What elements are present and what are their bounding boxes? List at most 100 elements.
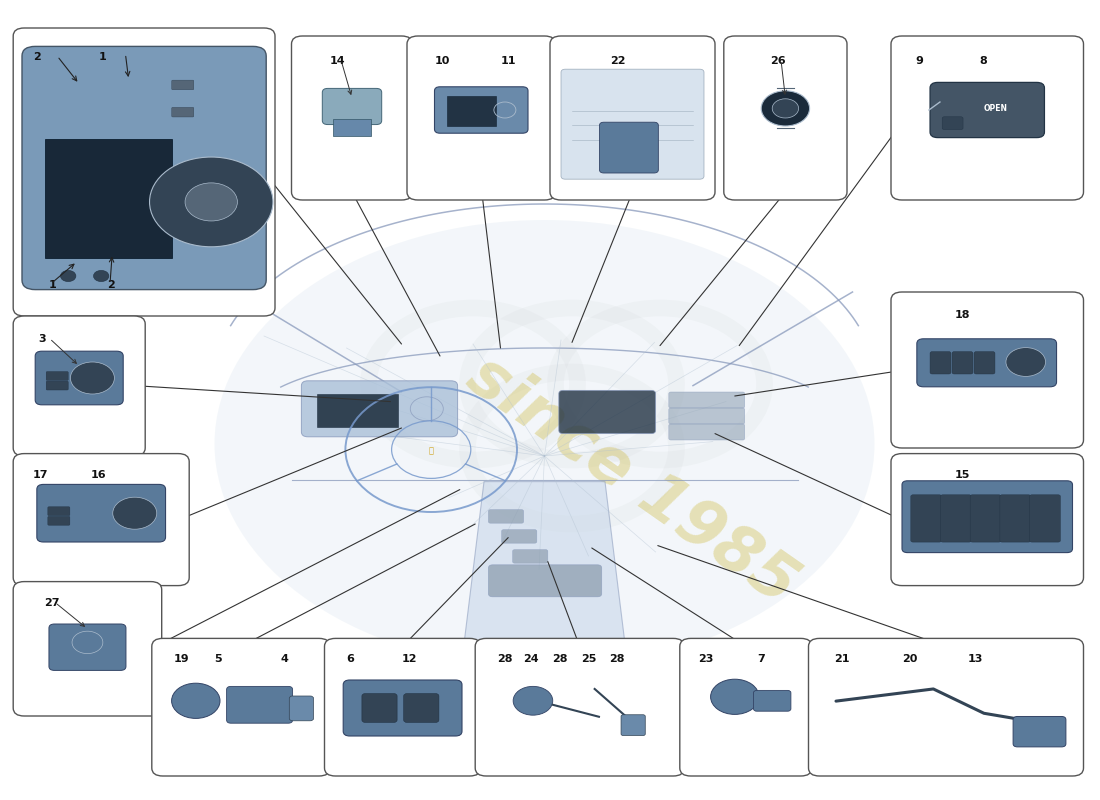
Text: 19: 19 xyxy=(174,654,189,664)
Text: 26: 26 xyxy=(770,56,785,66)
Circle shape xyxy=(761,90,810,126)
FancyBboxPatch shape xyxy=(975,352,994,374)
Text: 2: 2 xyxy=(33,52,41,62)
Text: 5: 5 xyxy=(214,654,222,664)
Text: 🐎: 🐎 xyxy=(429,446,433,456)
FancyBboxPatch shape xyxy=(289,696,314,721)
FancyBboxPatch shape xyxy=(891,454,1084,586)
FancyBboxPatch shape xyxy=(362,694,397,722)
FancyBboxPatch shape xyxy=(46,382,68,390)
Circle shape xyxy=(94,270,109,282)
FancyBboxPatch shape xyxy=(434,86,528,133)
Text: 16: 16 xyxy=(90,470,106,480)
FancyBboxPatch shape xyxy=(333,119,371,136)
Text: 20: 20 xyxy=(902,654,917,664)
Circle shape xyxy=(172,683,220,718)
Circle shape xyxy=(1005,347,1045,376)
FancyBboxPatch shape xyxy=(475,638,684,776)
FancyBboxPatch shape xyxy=(48,517,70,525)
Text: 7: 7 xyxy=(757,654,764,664)
Circle shape xyxy=(513,686,552,715)
Circle shape xyxy=(772,98,799,118)
FancyBboxPatch shape xyxy=(754,690,791,711)
FancyBboxPatch shape xyxy=(891,292,1084,448)
Text: 23: 23 xyxy=(698,654,714,664)
FancyBboxPatch shape xyxy=(561,70,704,179)
FancyBboxPatch shape xyxy=(50,624,125,670)
Text: 28: 28 xyxy=(497,654,513,664)
Text: 6: 6 xyxy=(346,654,354,664)
FancyBboxPatch shape xyxy=(916,339,1056,387)
FancyBboxPatch shape xyxy=(680,638,812,776)
Text: 24: 24 xyxy=(524,654,539,664)
FancyBboxPatch shape xyxy=(724,36,847,200)
FancyBboxPatch shape xyxy=(45,139,172,258)
FancyBboxPatch shape xyxy=(952,352,972,374)
FancyBboxPatch shape xyxy=(35,351,123,405)
Circle shape xyxy=(150,157,273,246)
FancyBboxPatch shape xyxy=(227,686,293,723)
Text: since 1985: since 1985 xyxy=(456,344,808,616)
FancyBboxPatch shape xyxy=(13,582,162,716)
FancyBboxPatch shape xyxy=(502,530,537,543)
Text: 15: 15 xyxy=(955,470,970,480)
FancyBboxPatch shape xyxy=(559,390,656,434)
Text: 1: 1 xyxy=(99,52,107,62)
FancyBboxPatch shape xyxy=(152,638,330,776)
Text: 27: 27 xyxy=(44,598,59,608)
FancyBboxPatch shape xyxy=(621,714,646,735)
FancyBboxPatch shape xyxy=(1000,494,1031,542)
FancyBboxPatch shape xyxy=(942,117,964,130)
FancyBboxPatch shape xyxy=(970,494,1001,542)
Text: 9: 9 xyxy=(915,56,923,66)
FancyBboxPatch shape xyxy=(46,371,68,381)
FancyBboxPatch shape xyxy=(301,381,458,437)
FancyBboxPatch shape xyxy=(513,550,548,563)
FancyBboxPatch shape xyxy=(902,481,1072,553)
FancyBboxPatch shape xyxy=(317,394,398,427)
FancyBboxPatch shape xyxy=(550,36,715,200)
Text: 22: 22 xyxy=(610,56,626,66)
Text: 2: 2 xyxy=(107,280,114,290)
FancyBboxPatch shape xyxy=(172,80,194,90)
Text: 1: 1 xyxy=(48,280,56,290)
Circle shape xyxy=(185,183,238,221)
Text: 18: 18 xyxy=(955,310,970,321)
FancyBboxPatch shape xyxy=(13,28,275,316)
Text: 3: 3 xyxy=(39,334,46,344)
Circle shape xyxy=(70,362,114,394)
Ellipse shape xyxy=(214,220,875,668)
FancyBboxPatch shape xyxy=(891,36,1084,200)
FancyBboxPatch shape xyxy=(48,507,70,515)
Text: 17: 17 xyxy=(33,470,48,480)
Polygon shape xyxy=(462,482,627,660)
FancyBboxPatch shape xyxy=(930,82,1044,138)
Circle shape xyxy=(711,679,759,714)
Text: 8: 8 xyxy=(979,56,987,66)
FancyBboxPatch shape xyxy=(940,494,971,542)
Text: 21: 21 xyxy=(834,654,849,664)
Text: 10: 10 xyxy=(434,56,450,66)
FancyBboxPatch shape xyxy=(13,454,189,586)
FancyBboxPatch shape xyxy=(404,694,439,722)
FancyBboxPatch shape xyxy=(1030,494,1060,542)
Text: OPEN: OPEN xyxy=(984,104,1008,113)
FancyBboxPatch shape xyxy=(930,352,950,374)
FancyBboxPatch shape xyxy=(808,638,1084,776)
FancyBboxPatch shape xyxy=(324,638,481,776)
FancyBboxPatch shape xyxy=(407,36,556,200)
Text: 28: 28 xyxy=(552,654,568,664)
Text: 13: 13 xyxy=(968,654,983,664)
Text: 12: 12 xyxy=(402,654,417,664)
Text: 28: 28 xyxy=(609,654,625,664)
FancyBboxPatch shape xyxy=(669,424,745,440)
Text: 11: 11 xyxy=(500,56,516,66)
Text: 14: 14 xyxy=(330,56,345,66)
Circle shape xyxy=(60,270,76,282)
FancyBboxPatch shape xyxy=(669,392,745,408)
Text: 25: 25 xyxy=(581,654,596,664)
FancyBboxPatch shape xyxy=(22,46,266,290)
FancyBboxPatch shape xyxy=(343,680,462,736)
FancyBboxPatch shape xyxy=(322,88,382,125)
FancyBboxPatch shape xyxy=(13,316,145,456)
